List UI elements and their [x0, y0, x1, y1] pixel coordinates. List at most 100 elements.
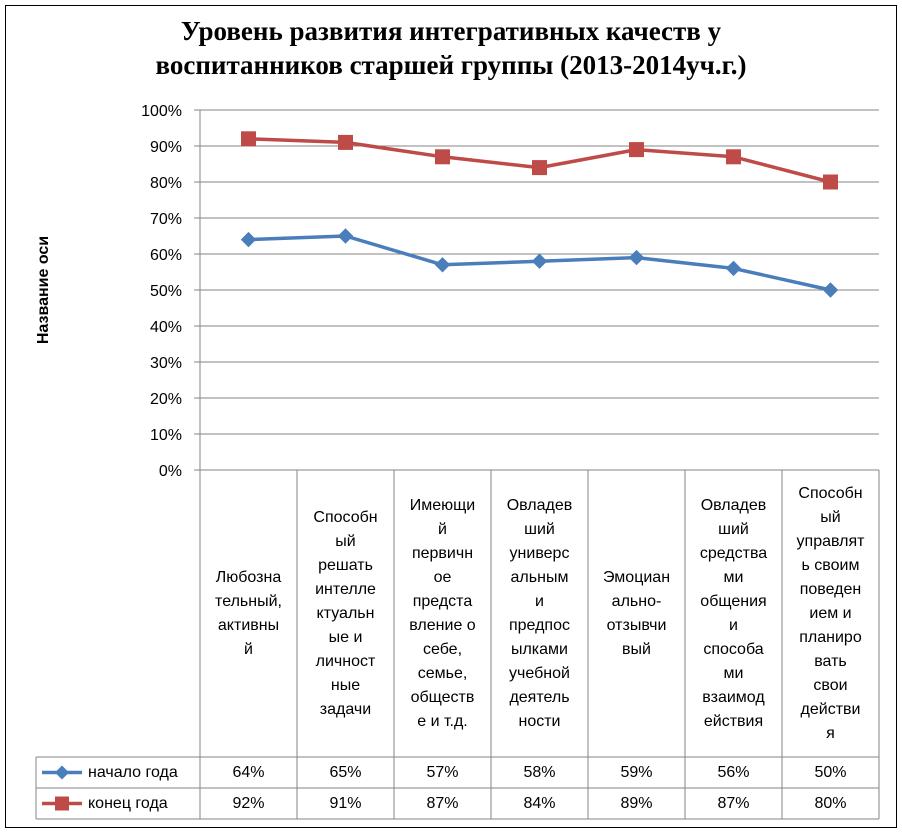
- category-label-line: поведен: [799, 580, 862, 598]
- category-label-line: вать: [814, 652, 847, 670]
- y-tick-label: 10%: [150, 427, 182, 444]
- category-label-line: планиро: [799, 628, 862, 646]
- category-label-line: учебной: [509, 664, 570, 682]
- category-label: Способн ый управлят ь своим поведен ием и план…: [782, 470, 879, 757]
- category-label: Овладев ший универс альным и предпос ылками уче…: [491, 470, 588, 757]
- category-label-line: ылками: [510, 640, 568, 658]
- category-label-line: и: [535, 592, 544, 610]
- data-point: [629, 142, 644, 158]
- data-point: [531, 253, 548, 269]
- table-value-cell: 92%: [232, 795, 265, 812]
- category-label-line: Овладев: [506, 496, 573, 514]
- category-label-line: е и т.д.: [417, 712, 468, 730]
- table-value-cell: 50%: [814, 764, 847, 781]
- category-label-line: вый: [622, 640, 651, 658]
- category-label-line: действи: [800, 700, 861, 718]
- category-label-line: личност: [315, 652, 376, 670]
- category-label-line: интелле: [315, 580, 376, 598]
- category-label-line: ействия: [703, 712, 764, 730]
- category-label: Имеющи й первичн ое предста вление о себе, семь…: [394, 470, 491, 757]
- category-label-line: вление о: [409, 616, 476, 634]
- category-label-line: взаимод: [702, 688, 765, 706]
- category-label-line: и: [729, 616, 738, 634]
- category-label-line: тельный,: [215, 592, 282, 610]
- category-label-line: Способн: [798, 484, 863, 502]
- table-value-cell: 80%: [814, 795, 847, 812]
- category-label-line: альным: [510, 568, 569, 586]
- category-label-line: отзывчи: [606, 616, 667, 634]
- table-value-cell: 58%: [523, 764, 556, 781]
- data-point: [435, 149, 450, 165]
- table-value-cell: 57%: [426, 764, 459, 781]
- category-label-line: ь своим: [801, 556, 860, 574]
- category-label-line: ое: [433, 568, 452, 586]
- category-label-line: семье,: [417, 664, 468, 682]
- category-label-line: ый: [335, 532, 356, 550]
- category-label-line: деятель: [509, 688, 570, 706]
- category-label-line: Любозна: [215, 568, 282, 586]
- y-tick-label: 60%: [150, 247, 182, 264]
- y-tick-label: 20%: [150, 391, 182, 408]
- y-tick-label: 50%: [150, 283, 182, 300]
- table-value-cell: 65%: [329, 764, 362, 781]
- category-label-line: обществ: [410, 688, 475, 706]
- data-point: [241, 131, 256, 147]
- category-label-line: й: [244, 640, 253, 658]
- data-point: [337, 228, 354, 244]
- category-label-line: общения: [700, 592, 767, 610]
- category-label: Любозна тельный, активны й: [200, 470, 297, 757]
- data-point: [822, 282, 839, 298]
- y-tick-label: 70%: [150, 211, 182, 228]
- category-label-line: ные: [330, 676, 361, 694]
- category-label-line: ально-: [611, 592, 662, 610]
- category-label-line: Способн: [313, 508, 378, 526]
- data-point: [338, 134, 353, 150]
- category-label-line: решать: [318, 556, 373, 574]
- category-label-line: ый: [820, 508, 841, 526]
- data-point: [725, 260, 742, 277]
- table-value-cell: 64%: [232, 764, 265, 781]
- legend-marker-1: [55, 765, 69, 780]
- category-label-line: предста: [412, 592, 473, 610]
- data-point: [823, 174, 838, 190]
- category-label-line: себе,: [422, 640, 463, 658]
- y-tick-label: 80%: [150, 175, 182, 192]
- category-label-line: задачи: [319, 700, 372, 718]
- data-point: [240, 231, 257, 248]
- category-label-line: Эмоциан: [602, 568, 671, 586]
- category-label-line: предпос: [508, 616, 570, 634]
- category-label-line: свои: [813, 676, 848, 694]
- chart-title: Уровень развития интегративных качеств у…: [155, 16, 747, 80]
- legend-entry-1: начало года: [88, 764, 178, 781]
- category-label-line: ми: [723, 568, 744, 586]
- category-label: Способн ый решать интелле ктуальн ые и личност…: [297, 470, 394, 757]
- data-point: [628, 249, 645, 266]
- y-tick-label: 0%: [159, 463, 182, 480]
- category-label-line: первичн: [411, 544, 474, 562]
- category-label-line: ые и: [328, 628, 363, 646]
- category-label-line: ми: [723, 664, 744, 682]
- table-value-cell: 91%: [329, 795, 362, 812]
- category-label-line: средства: [699, 544, 768, 562]
- legend-entry-2: конец года: [88, 795, 168, 812]
- y-tick-label: 30%: [150, 355, 182, 372]
- table-value-cell: 87%: [717, 795, 750, 812]
- data-point: [532, 160, 547, 176]
- category-label-line: ктуальн: [316, 604, 375, 622]
- category-label-line: ший: [524, 520, 555, 538]
- table-value-cell: 59%: [620, 764, 653, 781]
- category-label-line: ший: [718, 520, 749, 538]
- data-point: [726, 149, 741, 165]
- category-label-line: Овладев: [700, 496, 767, 514]
- category-label-line: управлят: [796, 532, 865, 550]
- legend-marker-2: [55, 796, 69, 811]
- table-value-cell: 84%: [523, 795, 556, 812]
- category-label-line: универс: [509, 544, 570, 562]
- table-value-cell: 89%: [620, 795, 653, 812]
- y-tick-label: 40%: [150, 319, 182, 336]
- category-label-line: ием и: [809, 604, 852, 622]
- y-tick-label: 90%: [150, 139, 182, 156]
- category-label-line: способа: [703, 640, 764, 658]
